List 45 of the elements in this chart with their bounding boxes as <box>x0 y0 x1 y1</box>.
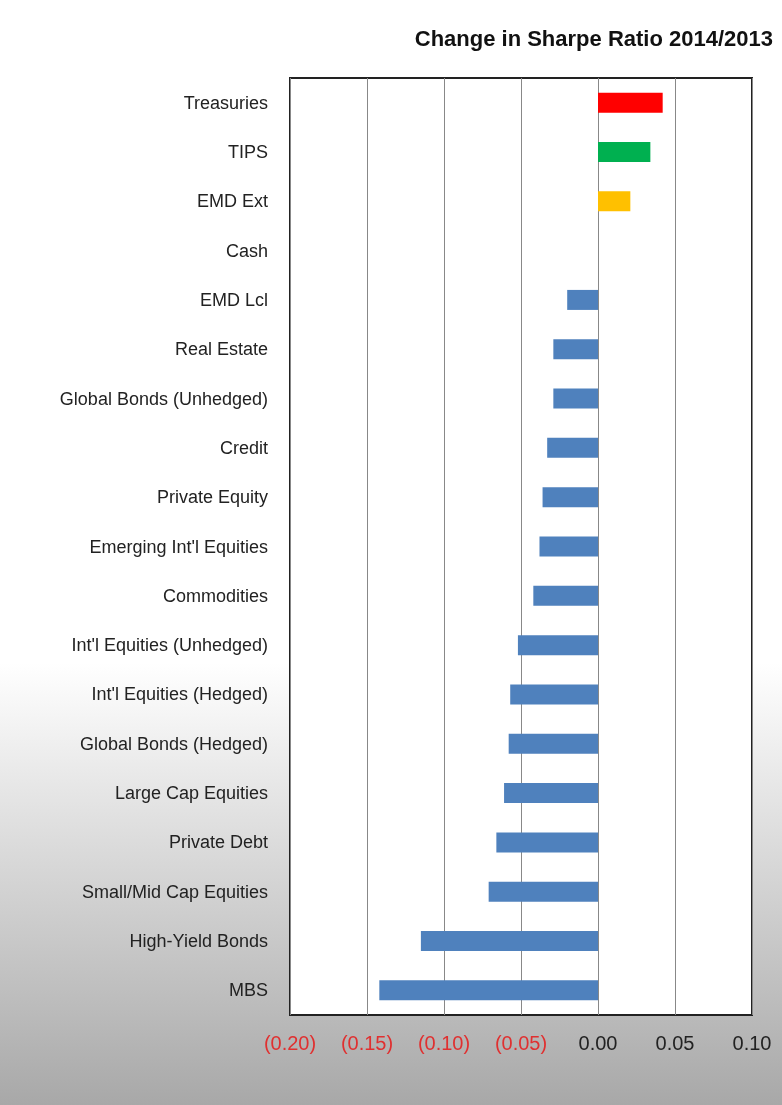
y-tick-label: Real Estate <box>174 339 268 360</box>
y-tick-label: Private Equity <box>156 487 268 508</box>
bar <box>379 980 598 1001</box>
y-tick-label: Int'l Equities (Unhedged) <box>71 635 268 656</box>
y-tick-label: Private Debt <box>168 832 268 853</box>
y-tick-label: Large Cap Equities <box>114 783 268 804</box>
x-tick-label: 0.00 <box>578 1032 618 1054</box>
x-tick-label: (0.15) <box>340 1032 394 1054</box>
y-tick-label: Credit <box>219 437 268 458</box>
y-tick-label: Treasuries <box>183 92 268 113</box>
y-tick-label: Global Bonds (Hedged) <box>79 733 268 754</box>
y-tick-label: Emerging Int'l Equities <box>89 536 268 557</box>
x-tick-label: 0.05 <box>655 1032 695 1054</box>
y-tick-label: Small/Mid Cap Equities <box>81 881 268 902</box>
bar <box>496 832 598 853</box>
bar <box>517 635 598 656</box>
y-tick-label: EMD Ext <box>196 191 268 212</box>
x-tick-label: (0.10) <box>417 1032 471 1054</box>
bar <box>542 487 598 508</box>
y-tick-label: Global Bonds (Unhedged) <box>59 388 268 409</box>
bar <box>553 388 598 409</box>
y-tick-label: Commodities <box>162 585 268 606</box>
bar <box>553 339 598 360</box>
x-tick-label: (0.05) <box>494 1032 548 1054</box>
bar <box>420 931 598 952</box>
bar <box>508 733 598 754</box>
y-tick-label: High-Yield Bonds <box>129 931 268 952</box>
y-tick-label: Int'l Equities (Hedged) <box>91 684 268 705</box>
bar <box>547 437 598 458</box>
bar <box>598 191 631 212</box>
bar <box>504 783 598 804</box>
bar <box>539 536 598 557</box>
y-tick-label: EMD Lcl <box>199 289 268 310</box>
x-tick-label: 0.10 <box>732 1032 772 1054</box>
chart-title: Change in Sharpe Ratio 2014/2013 <box>414 25 774 51</box>
y-tick-label: Cash <box>225 240 268 261</box>
bar <box>598 92 663 113</box>
bar <box>598 141 651 162</box>
bar <box>510 684 598 705</box>
bar <box>567 289 598 310</box>
y-tick-label: TIPS <box>227 141 268 162</box>
x-tick-label: (0.20) <box>263 1032 317 1054</box>
bar <box>488 881 598 902</box>
y-tick-label: MBS <box>228 980 268 1001</box>
bar <box>533 585 598 606</box>
